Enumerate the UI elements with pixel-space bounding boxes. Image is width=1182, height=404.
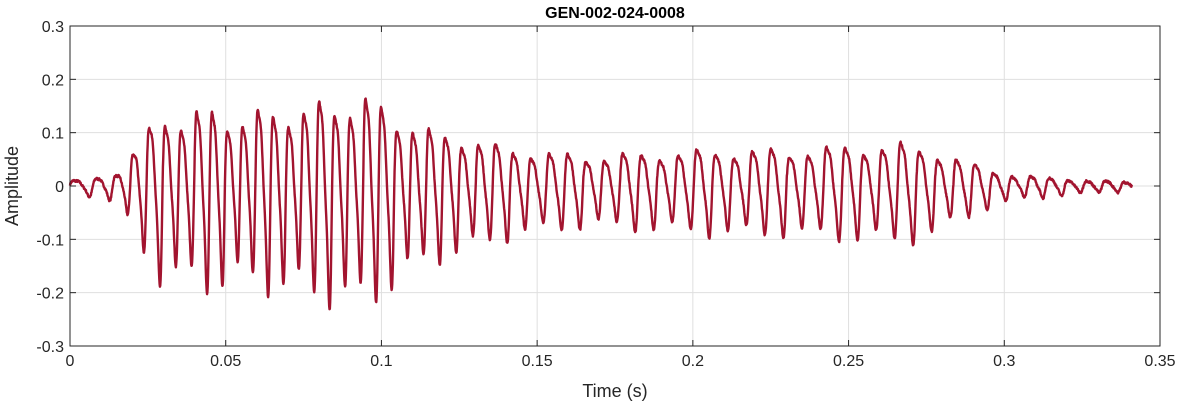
x-tick-label: 0.2 (682, 353, 704, 370)
tick-marks (69, 25, 1161, 347)
x-tick-label: 0.25 (833, 353, 864, 370)
x-tick-label: 0.3 (993, 353, 1015, 370)
y-tick-label: 0.3 (42, 19, 64, 36)
y-tick-label: -0.3 (36, 339, 64, 356)
x-tick-label: 0.05 (210, 353, 241, 370)
x-axis-label: Time (s) (582, 381, 647, 401)
y-tick-labels: -0.3 -0.2 -0.1 0 0.1 0.2 0.3 (36, 19, 64, 356)
x-tick-label: 0 (66, 353, 75, 370)
x-tick-labels: 0 0.05 0.1 0.15 0.2 0.25 0.3 0.35 (66, 353, 1176, 370)
x-tick-label: 0.35 (1144, 353, 1175, 370)
x-tick-label: 0.15 (522, 353, 553, 370)
y-tick-label: -0.1 (36, 232, 64, 249)
y-tick-label: 0.2 (42, 72, 64, 89)
y-tick-label: 0 (55, 179, 64, 196)
y-tick-label: -0.2 (36, 286, 64, 303)
y-axis-label: Amplitude (2, 146, 22, 226)
y-tick-label: 0.1 (42, 126, 64, 143)
signal-line (68, 97, 1134, 311)
x-tick-label: 0.1 (370, 353, 392, 370)
chart-title: GEN-002-024-0008 (545, 5, 685, 22)
